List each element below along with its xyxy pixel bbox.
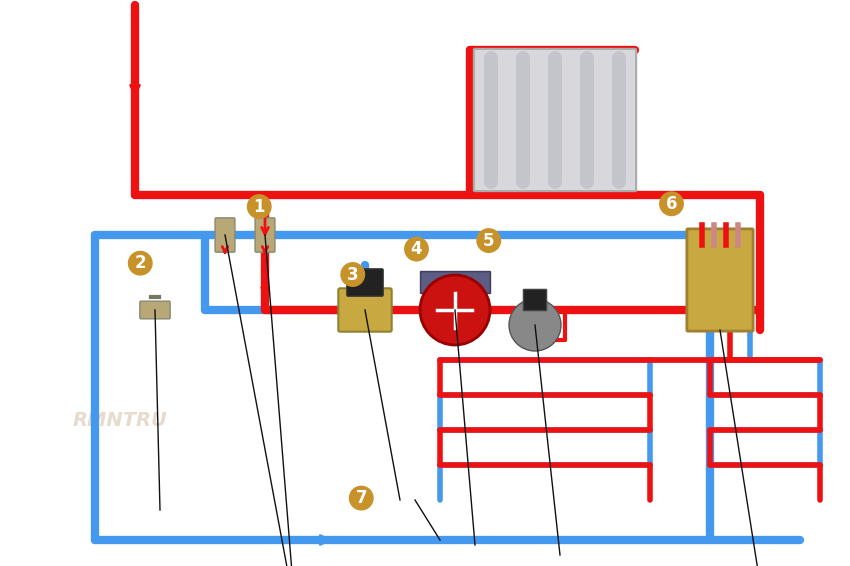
Circle shape: [340, 262, 366, 287]
Text: 4: 4: [411, 240, 422, 258]
FancyBboxPatch shape: [338, 288, 392, 332]
FancyBboxPatch shape: [140, 301, 170, 319]
Circle shape: [509, 299, 561, 351]
Circle shape: [476, 228, 502, 253]
Text: 5: 5: [483, 231, 495, 250]
Circle shape: [404, 237, 429, 261]
Text: 1: 1: [253, 198, 265, 216]
Circle shape: [659, 191, 684, 216]
FancyBboxPatch shape: [255, 218, 275, 252]
Text: 6: 6: [666, 195, 677, 213]
FancyBboxPatch shape: [347, 269, 383, 296]
FancyBboxPatch shape: [524, 289, 547, 311]
Circle shape: [246, 194, 272, 219]
Circle shape: [420, 275, 490, 345]
Text: 3: 3: [347, 265, 359, 284]
Circle shape: [348, 486, 374, 511]
Text: 2: 2: [134, 254, 146, 272]
Text: 7: 7: [355, 489, 367, 507]
Text: RMNTRU: RMNTRU: [72, 410, 167, 430]
FancyBboxPatch shape: [215, 218, 235, 252]
Circle shape: [128, 251, 153, 276]
FancyBboxPatch shape: [420, 272, 490, 293]
FancyBboxPatch shape: [473, 49, 636, 191]
FancyBboxPatch shape: [687, 229, 753, 331]
